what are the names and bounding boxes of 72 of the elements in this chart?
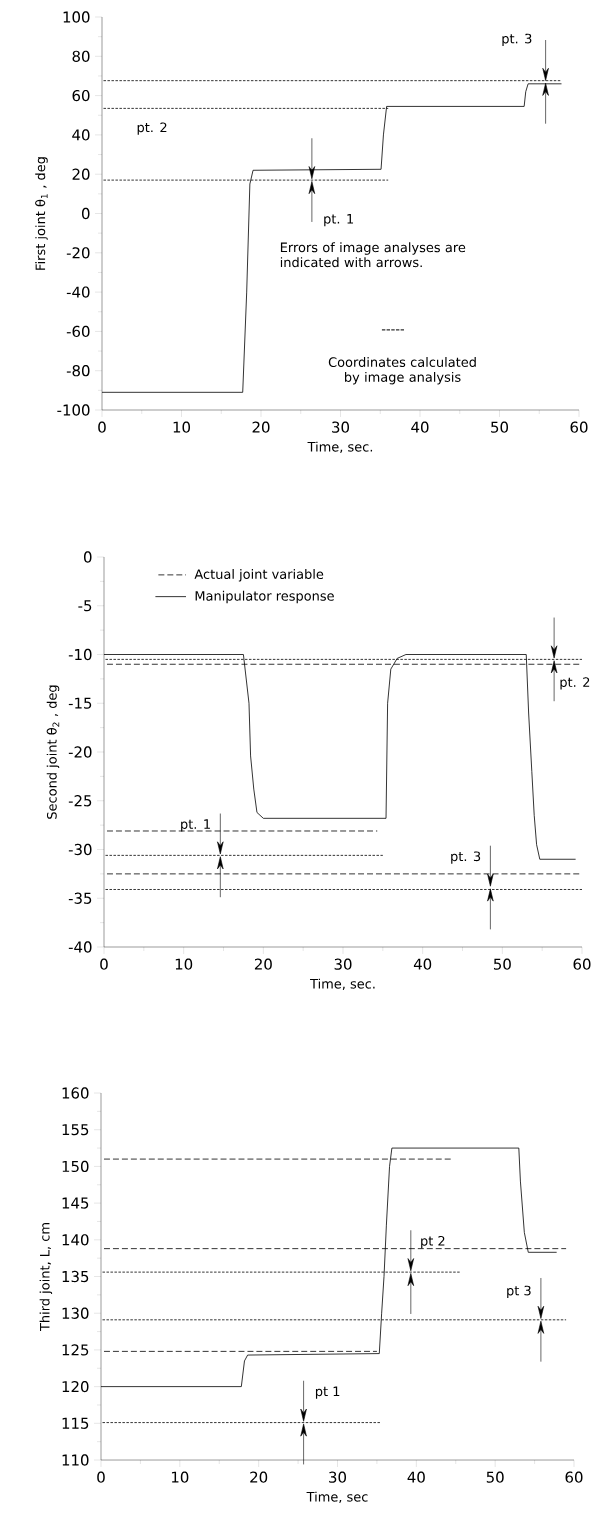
y-tick-label: -5: [78, 600, 92, 612]
annotation: pt 3: [507, 1285, 531, 1298]
x-tick-label: 60: [570, 421, 588, 433]
x-tick-label: 60: [565, 1471, 583, 1483]
y-tick-label: 60: [72, 89, 90, 102]
y-tick-label: 135: [62, 1270, 89, 1283]
y-axis-title: Second joint θ$_{2}$ , deg: [46, 685, 60, 819]
y-tick-label: 110: [62, 1454, 89, 1466]
y-tick-label: 160: [62, 1087, 89, 1099]
x-tick-label: 40: [407, 1471, 425, 1483]
x-tick-label: 10: [175, 958, 193, 970]
y-tick-label: 20: [72, 168, 90, 180]
y-tick-label: 140: [62, 1234, 89, 1246]
y-tick-label: 0: [83, 551, 92, 563]
y-tick-label: -30: [68, 843, 92, 856]
y-tick-label: -25: [68, 795, 92, 807]
annotation: Coordinates calculated by image analysis: [328, 356, 476, 385]
y-axis-title: First joint θ$_{1}$ , deg: [35, 157, 48, 270]
annotation: pt. 1: [181, 819, 210, 832]
legend-label: Actual joint variable: [194, 568, 324, 582]
y-axis-title: Third joint, L, cm: [39, 1223, 53, 1332]
x-tick-label: 40: [413, 958, 432, 970]
annotation: -----: [381, 329, 405, 331]
annotation: pt 2: [421, 1235, 445, 1249]
x-tick-label: 50: [493, 958, 511, 970]
x-tick-label: 30: [329, 1471, 347, 1483]
y-tick-label: -80: [66, 365, 90, 377]
y-tick-label: 150: [62, 1160, 89, 1173]
annotation: pt. 3: [451, 851, 481, 864]
x-tick-label: 30: [334, 958, 352, 970]
y-tick-label: 130: [62, 1307, 89, 1319]
y-tick-label: 145: [62, 1197, 89, 1209]
annotation: pt 1: [315, 1386, 340, 1399]
y-tick-label: -15: [68, 697, 92, 709]
x-tick-label: 0: [97, 1471, 105, 1483]
y-tick-label: 125: [62, 1344, 89, 1356]
x-tick-label: 40: [411, 421, 429, 433]
y-tick-label: 40: [72, 129, 90, 141]
x-axis-title: Time, sec: [306, 1491, 368, 1503]
x-axis-title: Time, sec.: [307, 441, 373, 453]
y-tick-label: -20: [68, 746, 92, 758]
y-tick-label: -100: [57, 404, 90, 416]
y-tick-label: -35: [68, 892, 92, 904]
x-tick-label: 30: [332, 421, 350, 433]
x-tick-label: 0: [100, 958, 108, 970]
x-tick-label: 20: [254, 958, 272, 970]
y-tick-label: -10: [68, 648, 92, 661]
y-tick-label: 115: [62, 1417, 89, 1429]
x-axis-title: Time, sec.: [310, 978, 375, 990]
x-tick-label: 60: [573, 958, 591, 970]
x-tick-label: 10: [171, 1471, 189, 1483]
x-tick-label: 50: [486, 1471, 504, 1483]
annotation: pt. 2: [137, 122, 167, 135]
y-tick-label: 80: [72, 50, 90, 62]
annotation: pt. 1: [324, 214, 354, 227]
y-tick-label: 0: [81, 207, 90, 220]
legend-label: Manipulator response: [195, 590, 334, 604]
annotation: Errors of image analyses are indicated with arrows.: [280, 242, 466, 268]
y-tick-label: 100: [63, 11, 90, 23]
x-tick-label: 20: [250, 1471, 268, 1483]
x-tick-label: 10: [173, 421, 191, 433]
annotation: pt. 2: [560, 677, 590, 690]
x-tick-label: 20: [252, 421, 270, 433]
y-tick-label: -40: [68, 941, 92, 953]
y-tick-label: -60: [66, 325, 90, 338]
y-tick-label: 155: [62, 1124, 89, 1136]
x-tick-label: 50: [491, 421, 509, 433]
annotation: pt. 3: [502, 33, 532, 46]
y-tick-label: -20: [66, 247, 90, 259]
x-tick-label: 0: [98, 421, 106, 433]
y-tick-label: -40: [66, 286, 90, 298]
y-tick-label: 120: [62, 1380, 89, 1393]
